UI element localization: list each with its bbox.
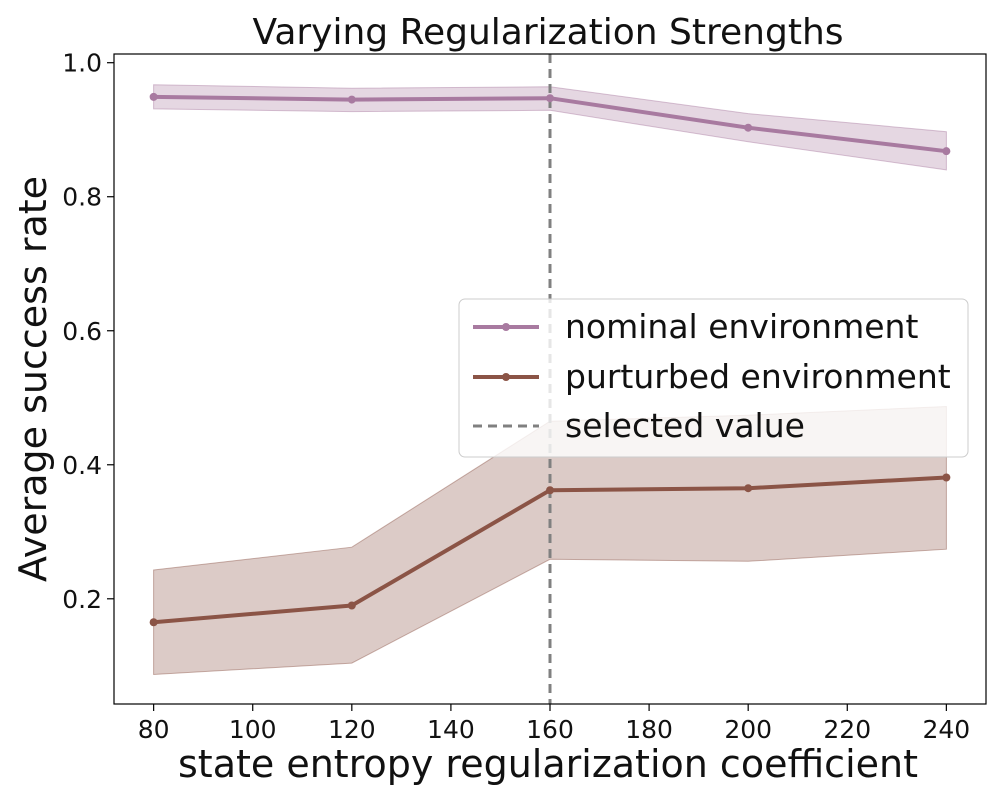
legend-label-purturbed: purturbed environment (565, 357, 951, 396)
x-tick-label-6: 200 (724, 715, 772, 744)
legend-label-nominal: nominal environment (565, 307, 918, 346)
legend-marker-nominal (502, 323, 510, 331)
x-axis-label: state entropy regularization coefficient (178, 742, 918, 786)
legend-frame (458, 298, 969, 458)
x-tick-label-5: 180 (625, 715, 673, 744)
legend-label-selected-value: selected value (565, 406, 805, 445)
y-tick-label-1: 0.4 (62, 451, 102, 480)
x-tick-label-8: 240 (923, 715, 971, 744)
y-axis-label: Average success rate (11, 176, 55, 582)
data-point-1-2 (546, 486, 554, 495)
y-tick-label-2: 0.6 (62, 317, 102, 346)
plot-area (149, 54, 951, 704)
data-point-0-0 (149, 92, 158, 101)
y-axis: 0.2 0.4 0.6 0.8 1.0 (62, 49, 114, 614)
confidence-band-0 (153, 84, 947, 171)
y-tick-label-0: 0.2 (62, 585, 102, 614)
data-point-1-0 (149, 618, 158, 627)
x-tick-label-0: 80 (138, 715, 170, 744)
y-tick-label-3: 0.8 (62, 183, 102, 212)
x-tick-label-1: 100 (229, 715, 277, 744)
x-tick-label-2: 120 (328, 715, 376, 744)
data-point-1-1 (347, 601, 356, 610)
x-tick-label-7: 220 (823, 715, 871, 744)
data-point-1-4 (942, 473, 951, 482)
data-point-0-1 (347, 95, 356, 104)
chart-title: Varying Regularization Strengths (252, 12, 843, 53)
data-point-0-2 (546, 94, 554, 103)
data-point-1-3 (744, 484, 753, 493)
x-axis: 80 100 120 140 160 180 200 220 240 (138, 704, 970, 744)
legend: nominal environment purturbed environmen… (458, 298, 969, 458)
data-point-0-4 (942, 147, 951, 156)
x-tick-label-3: 140 (427, 715, 475, 744)
x-tick-label-4: 160 (526, 715, 574, 744)
data-point-0-3 (744, 123, 753, 132)
y-tick-label-4: 1.0 (62, 49, 102, 78)
legend-marker-purturbed (502, 373, 510, 381)
